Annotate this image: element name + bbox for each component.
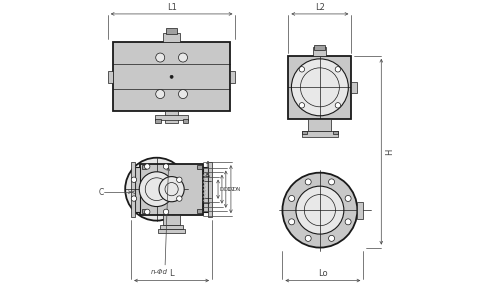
Circle shape	[283, 173, 357, 248]
Circle shape	[301, 68, 339, 107]
Bar	[142, 165, 146, 169]
Circle shape	[163, 209, 169, 214]
Bar	[302, 131, 307, 134]
Text: Lo: Lo	[318, 269, 328, 278]
Bar	[163, 214, 180, 225]
Circle shape	[345, 195, 351, 201]
Circle shape	[163, 164, 169, 169]
Circle shape	[170, 75, 173, 78]
Circle shape	[179, 53, 187, 62]
Bar	[333, 131, 338, 134]
Circle shape	[165, 183, 178, 196]
Circle shape	[145, 178, 168, 201]
Circle shape	[345, 219, 351, 225]
Text: D: D	[220, 187, 224, 192]
Circle shape	[305, 179, 311, 185]
Circle shape	[304, 195, 335, 226]
Text: D2: D2	[227, 187, 235, 192]
Text: H: H	[385, 148, 394, 155]
Bar	[313, 47, 327, 56]
Circle shape	[131, 177, 136, 182]
Bar	[135, 167, 140, 212]
Bar	[230, 71, 235, 82]
Circle shape	[177, 196, 182, 201]
Text: D1: D1	[224, 187, 231, 192]
Circle shape	[288, 219, 295, 225]
Bar	[131, 162, 135, 217]
Bar	[302, 131, 338, 137]
Bar	[166, 28, 177, 34]
Circle shape	[177, 177, 182, 182]
Text: L1: L1	[166, 2, 177, 11]
Text: n-Φd: n-Φd	[151, 268, 168, 274]
Circle shape	[299, 67, 304, 72]
Bar	[351, 82, 357, 93]
Text: L: L	[169, 269, 174, 278]
Bar	[142, 209, 146, 213]
Bar	[315, 45, 325, 50]
Bar	[140, 164, 203, 214]
Bar	[113, 42, 230, 111]
Bar	[209, 162, 212, 217]
Bar	[160, 225, 183, 229]
Circle shape	[305, 236, 311, 242]
Circle shape	[125, 158, 188, 220]
Bar	[158, 229, 185, 233]
Circle shape	[131, 196, 136, 201]
Text: L2: L2	[315, 2, 325, 11]
Circle shape	[299, 103, 304, 108]
Bar	[197, 165, 201, 169]
Bar	[357, 202, 363, 218]
Circle shape	[156, 90, 165, 99]
Circle shape	[145, 164, 150, 169]
Bar	[165, 111, 178, 123]
Circle shape	[288, 195, 295, 201]
Text: f: f	[206, 161, 209, 170]
Circle shape	[145, 209, 150, 214]
Circle shape	[296, 186, 344, 234]
Circle shape	[335, 67, 341, 72]
Bar	[197, 209, 201, 213]
Bar	[163, 33, 180, 42]
Bar	[182, 119, 188, 123]
Bar	[155, 119, 161, 123]
Circle shape	[335, 103, 341, 108]
Bar	[155, 115, 188, 120]
Bar	[288, 56, 351, 119]
Circle shape	[139, 172, 174, 206]
Circle shape	[329, 236, 334, 242]
Text: C: C	[98, 188, 104, 197]
Bar	[203, 167, 209, 212]
Circle shape	[156, 53, 165, 62]
Text: DN: DN	[233, 187, 241, 192]
Circle shape	[291, 59, 348, 116]
Bar	[108, 71, 113, 82]
Circle shape	[179, 90, 187, 99]
Bar	[308, 119, 331, 131]
Circle shape	[159, 177, 184, 202]
Circle shape	[329, 179, 334, 185]
